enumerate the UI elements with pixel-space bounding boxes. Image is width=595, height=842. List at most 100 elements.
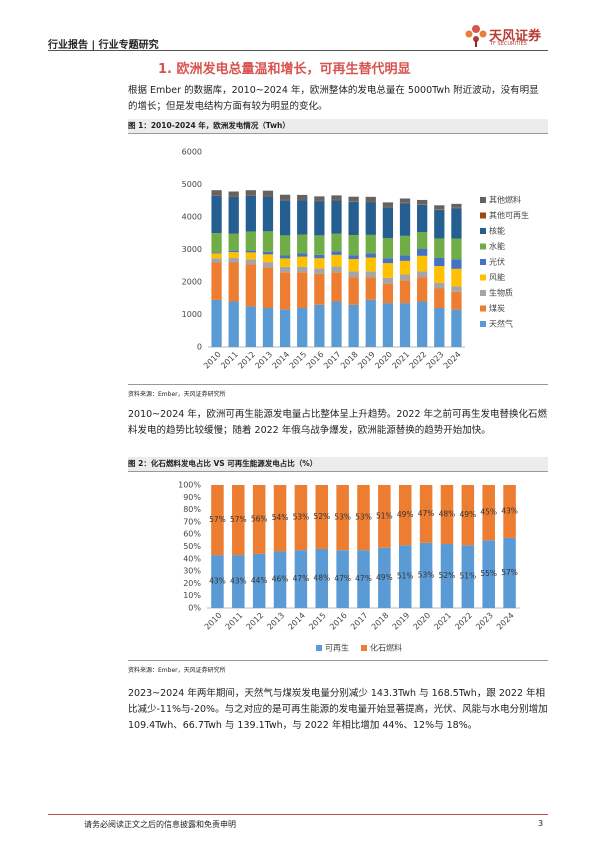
page-number: 3	[538, 819, 544, 828]
bar-segment	[331, 266, 342, 273]
bar-segment	[279, 194, 291, 200]
bar-segment	[314, 235, 325, 255]
bar-segment	[211, 485, 224, 556]
bar-segment	[232, 485, 245, 556]
bar-segment	[399, 303, 411, 347]
bar-segment	[365, 234, 376, 254]
legend-label: 水能	[489, 241, 505, 251]
legend-swatch	[480, 197, 486, 203]
bar-segment	[398, 485, 412, 546]
x-tick-label: 2012	[245, 611, 266, 632]
bar-segment	[297, 272, 308, 308]
x-tick-label: 2017	[349, 611, 370, 632]
data-label: 54%	[272, 513, 289, 522]
data-label: 47%	[418, 509, 435, 518]
bar-segment	[262, 251, 274, 255]
bar-segment	[252, 485, 266, 554]
x-tick-label: 2023	[425, 350, 446, 371]
bar-segment	[211, 253, 222, 259]
x-tick-label: 2014	[271, 350, 292, 371]
legend-swatch	[480, 212, 486, 219]
bar-segment	[451, 309, 462, 347]
legend-label: 其他可再生	[489, 210, 529, 220]
y-tick-label: 50%	[183, 542, 201, 551]
bar-segment	[331, 251, 342, 255]
data-label: 49%	[397, 510, 414, 519]
bar-segment	[262, 195, 274, 197]
x-tick-label: 2011	[219, 350, 240, 371]
data-label: 49%	[459, 510, 476, 519]
bar-segment	[294, 485, 308, 551]
y-tick-label: 70%	[183, 517, 201, 526]
y-tick-label: 10%	[183, 591, 201, 600]
bar-segment	[440, 485, 454, 545]
bar-segment	[211, 555, 224, 608]
bar-segment	[297, 234, 308, 254]
bar-segment	[378, 547, 391, 608]
legend-label: 核能	[489, 226, 505, 236]
data-label: 51%	[376, 511, 393, 520]
bar-segment	[331, 233, 342, 252]
y-tick-label: 90%	[183, 493, 201, 502]
data-label: 43%	[209, 577, 226, 586]
bar-segment	[382, 202, 394, 207]
y-tick-label: 40%	[183, 554, 201, 563]
bar-segment	[348, 255, 359, 260]
data-label: 53%	[418, 570, 435, 579]
bar-segment	[315, 485, 329, 549]
bar-segment	[451, 238, 462, 260]
bar-segment	[503, 537, 516, 608]
bar-segment	[365, 196, 376, 202]
bar-segment	[245, 306, 256, 347]
bar-segment	[399, 203, 411, 236]
data-label: 53%	[334, 513, 351, 522]
bar-segment	[440, 544, 454, 608]
bar-segment	[348, 201, 359, 202]
bar-segment	[211, 233, 222, 253]
x-tick-label: 2016	[328, 611, 349, 632]
legend-swatch	[480, 259, 486, 265]
bar-segment	[279, 255, 291, 259]
x-tick-label: 2013	[253, 350, 274, 371]
bar-segment	[245, 231, 256, 251]
bar-segment	[314, 304, 325, 347]
bar-segment	[294, 550, 308, 608]
paragraph: 根据 Ember 的数据库，2010~2024 年，欧洲整体的发电总量在 500…	[128, 85, 539, 112]
legend-label: 其他燃料	[489, 195, 521, 205]
bar-segment	[336, 550, 349, 608]
bar-segment	[417, 249, 428, 256]
bar-segment	[365, 202, 376, 235]
bar-segment	[417, 199, 428, 205]
bar-segment	[434, 308, 445, 347]
bar-segment	[382, 238, 394, 259]
x-tick-label: 2012	[236, 350, 257, 371]
bar-segment	[228, 262, 239, 302]
brand: 天风证券	[489, 29, 542, 44]
bar-segment	[245, 264, 256, 307]
bar-segment	[399, 235, 411, 256]
data-label: 47%	[334, 574, 351, 583]
chart: 0% 10% 20% 30% 40% 50% 60% 70% 80% 90% 100% 2010 43%…	[178, 481, 520, 653]
bar-segment	[451, 208, 462, 239]
bar-segment	[297, 308, 308, 347]
x-tick-label: 2022	[453, 611, 474, 632]
bar-segment	[279, 266, 291, 273]
bar-segment	[357, 550, 370, 608]
bar-segment	[378, 485, 391, 548]
x-tick-label: 2021	[390, 350, 411, 371]
bar-segment	[365, 253, 376, 258]
brand-en: TF SECURITIES	[490, 41, 527, 47]
bar-segment	[297, 199, 308, 201]
legend-label: 风能	[489, 272, 505, 282]
x-tick-label: 2011	[224, 611, 245, 632]
bar-segment	[482, 540, 495, 608]
bar-segment	[417, 271, 428, 278]
data-label: 44%	[251, 576, 268, 585]
bar-segment	[314, 258, 325, 269]
bar-segment	[245, 190, 256, 196]
bar-segment	[461, 485, 475, 546]
bar-segment	[348, 277, 359, 305]
x-tick-label: 2023	[474, 611, 495, 632]
x-tick-label: 2010	[202, 350, 223, 371]
header-rule	[48, 50, 548, 51]
